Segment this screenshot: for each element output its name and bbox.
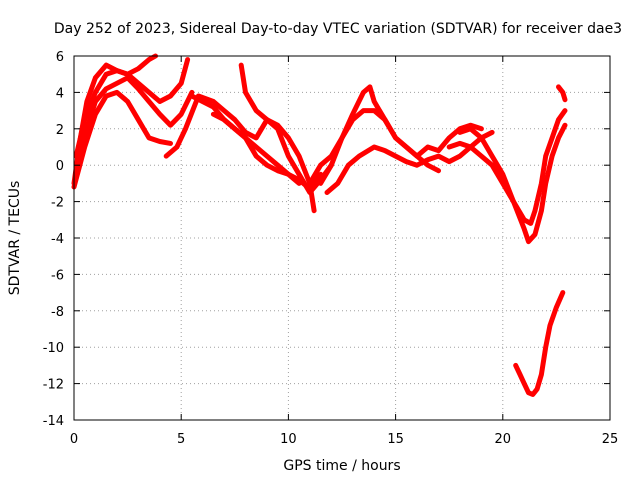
satellite-track-10 [318, 84, 441, 186]
satellite-track-4 [71, 89, 173, 190]
x-tick-label: 5 [177, 432, 185, 447]
satellite-track-11 [324, 129, 495, 195]
satellite-track-15 [513, 290, 566, 397]
gridlines [74, 56, 610, 420]
satellite-track-2 [73, 57, 191, 159]
y-tick-label: 6 [56, 50, 64, 65]
x-tick-label: 0 [70, 432, 78, 447]
y-tick-label: -14 [43, 414, 64, 429]
data-series [71, 53, 568, 397]
y-tick-label: -12 [43, 378, 64, 393]
y-tick-label: -2 [51, 196, 64, 211]
y-tick-label: -10 [43, 341, 64, 356]
y-tick-label: -6 [51, 268, 64, 283]
axis-ticks: 0 5 10 15 20 25 -14 -12 -10 -8 -6 -4 -2 0 2 4 6 [43, 50, 619, 447]
y-tick-label: 0 [56, 159, 64, 174]
satellite-track-12 [446, 108, 568, 226]
satellite-track-3 [75, 75, 195, 165]
satellite-track-14 [556, 84, 568, 103]
y-tick-label: -4 [51, 232, 64, 247]
y-axis-label: SDTVAR / TECUs [7, 181, 23, 296]
x-tick-label: 15 [387, 432, 404, 447]
x-axis-label: GPS time / hours [283, 458, 400, 474]
chart-title: Day 252 of 2023, Sidereal Day-to-day VTE… [54, 21, 622, 37]
satellite-track-7 [238, 62, 317, 214]
x-tick-label: 25 [602, 432, 619, 447]
satellite-track-8 [210, 111, 302, 186]
satellite-track-6 [189, 93, 324, 192]
y-tick-label: -8 [51, 305, 64, 320]
x-tick-label: 20 [495, 432, 512, 447]
satellite-track-13 [457, 122, 568, 245]
y-tick-label: 4 [56, 86, 64, 101]
x-tick-label: 10 [280, 432, 297, 447]
y-tick-label: 2 [56, 123, 64, 138]
